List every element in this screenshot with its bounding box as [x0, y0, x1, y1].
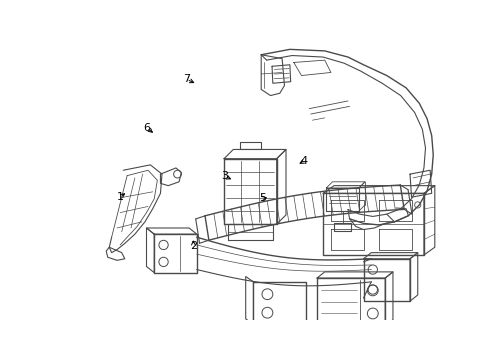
Text: 1: 1 — [117, 192, 123, 202]
Text: 7: 7 — [183, 74, 190, 84]
Text: 6: 6 — [143, 123, 150, 133]
Text: 5: 5 — [259, 193, 266, 203]
Text: 3: 3 — [221, 171, 228, 181]
Text: 4: 4 — [301, 156, 308, 166]
Text: 2: 2 — [190, 240, 197, 251]
